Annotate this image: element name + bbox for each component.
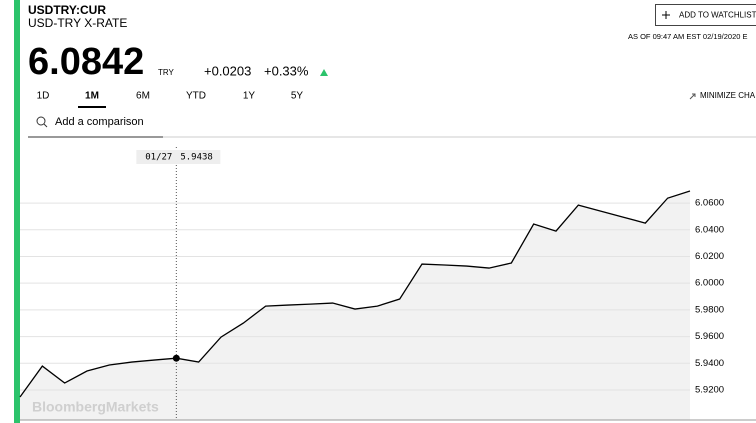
y-tick-label: 5.9200 xyxy=(695,384,724,395)
range-tab[interactable]: 1Y xyxy=(243,91,256,102)
chart: 5.9200 5.9400 5.9600 5.9800 6.0000 6.0200 6.04… xyxy=(19,147,756,421)
watchlist-label[interactable]: ADD TO WATCHLIST xyxy=(679,11,756,20)
accent-bar xyxy=(14,0,20,423)
tooltip-value: 5.9438 xyxy=(180,153,213,163)
change: +0.0203 xyxy=(204,63,251,78)
minimize-icon xyxy=(689,93,696,100)
plus-icon xyxy=(662,11,670,19)
range-tab[interactable]: YTD xyxy=(186,91,206,102)
currency: TRY xyxy=(158,68,175,77)
range-tab[interactable]: 6M xyxy=(136,91,150,102)
highlight-point xyxy=(172,354,180,362)
search-icon xyxy=(36,116,46,126)
area xyxy=(20,191,690,420)
instrument-name: USD-TRY X-RATE xyxy=(28,16,127,30)
search-input[interactable]: Add a comparison xyxy=(55,116,144,128)
y-tick-label: 6.0400 xyxy=(695,224,724,235)
price: 6.0842 xyxy=(28,41,144,83)
watermark: BloombergMarkets xyxy=(32,399,159,415)
search-icon-handle xyxy=(43,123,48,128)
tooltip-date: 01/27 xyxy=(145,153,172,163)
range-tab[interactable]: 1M xyxy=(85,91,99,102)
y-tick-label: 6.0000 xyxy=(695,278,724,289)
y-tick-label: 6.0200 xyxy=(695,251,724,262)
up-arrow xyxy=(320,69,328,76)
minimize-label[interactable]: MINIMIZE CHA xyxy=(700,91,756,100)
change-pct: +0.33% xyxy=(264,63,309,78)
y-tick-label: 5.9400 xyxy=(695,358,724,369)
ticker: USDTRY:CUR xyxy=(28,3,106,17)
y-tick-label: 5.9800 xyxy=(695,304,724,315)
y-tick-label: 6.0600 xyxy=(695,198,724,209)
tooltip-box xyxy=(136,150,221,164)
range-tab[interactable]: 1D xyxy=(37,91,50,102)
y-tick-label: 5.9600 xyxy=(695,331,724,342)
price-line xyxy=(19,190,691,398)
as-of: AS OF 09:47 AM EST 02/19/2020 E xyxy=(628,32,748,41)
watchlist-button[interactable] xyxy=(655,4,756,26)
range-tab[interactable]: 5Y xyxy=(291,91,304,102)
